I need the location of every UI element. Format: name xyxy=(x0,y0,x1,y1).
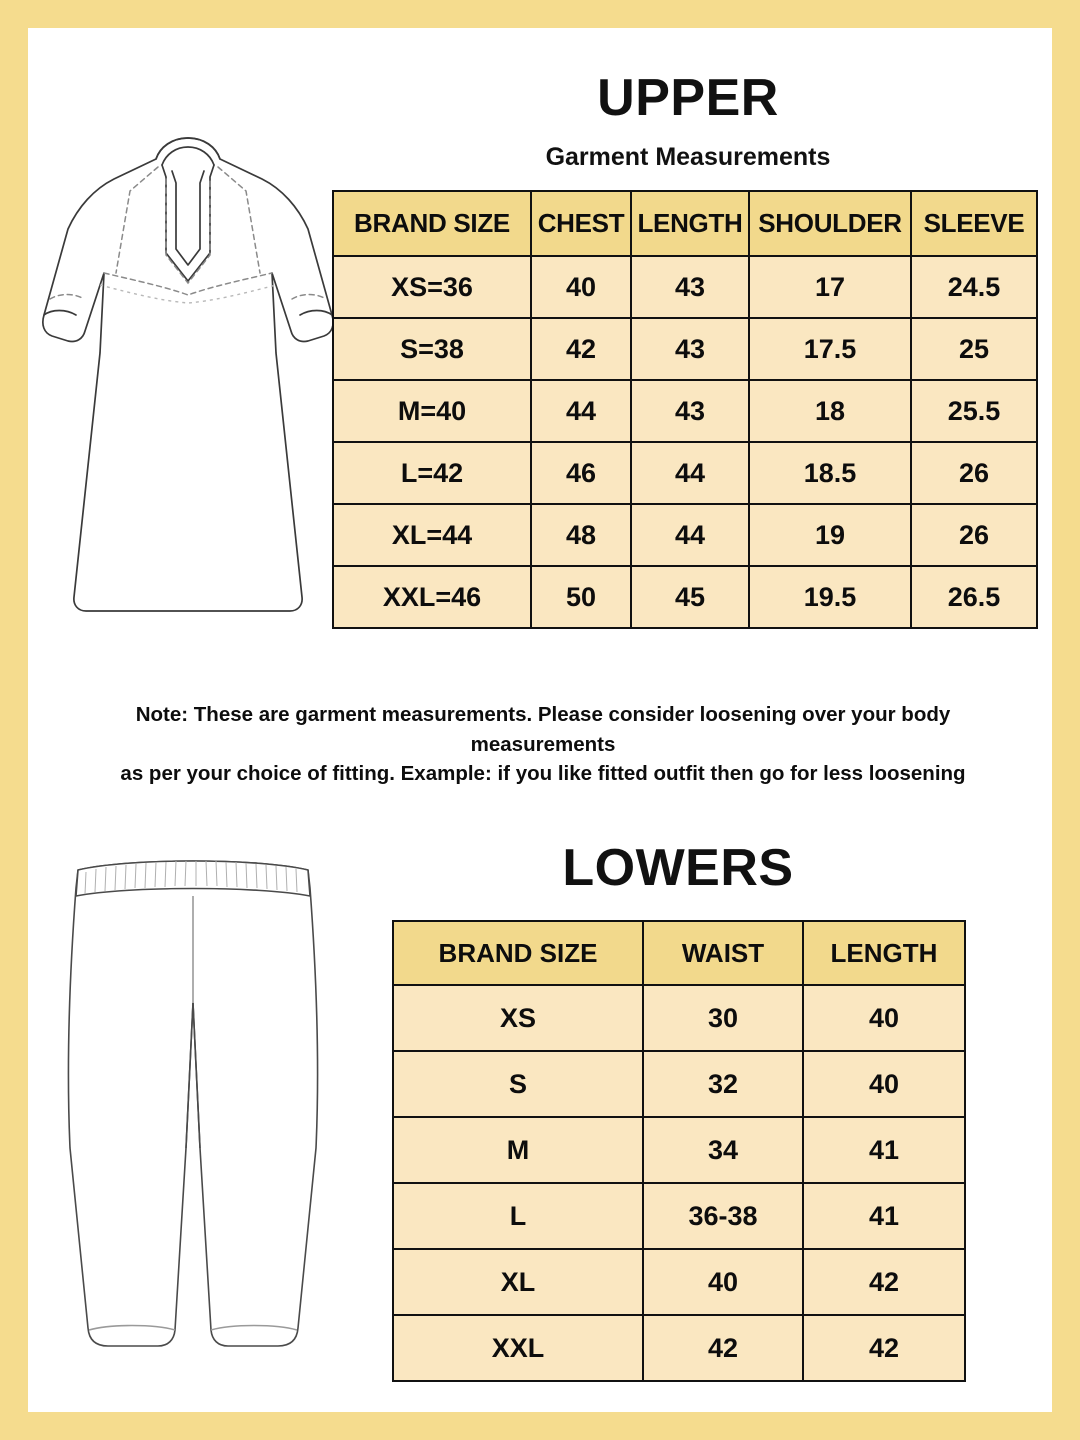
table-row: S=38 42 43 17.5 25 xyxy=(332,317,1038,381)
cell-length: 44 xyxy=(630,441,750,505)
cell-waist: 42 xyxy=(642,1314,804,1382)
kurta-illustration xyxy=(42,137,334,612)
table-row: S 32 40 xyxy=(392,1050,966,1118)
cell-length: 40 xyxy=(802,984,966,1052)
cell-brand-size: S xyxy=(392,1050,644,1118)
cell-brand-size: M=40 xyxy=(332,379,532,443)
upper-section-subtitle: Garment Measurements xyxy=(545,143,831,171)
table-row: XS 30 40 xyxy=(392,984,966,1052)
cell-waist: 34 xyxy=(642,1116,804,1184)
table-row: L=42 46 44 18.5 26 xyxy=(332,441,1038,505)
note-line-1: Note: These are garment measurements. Pl… xyxy=(135,703,951,756)
table-row: M 34 41 xyxy=(392,1116,966,1184)
cell-brand-size: L=42 xyxy=(332,441,532,505)
table-row: XL=44 48 44 19 26 xyxy=(332,503,1038,567)
cell-length: 41 xyxy=(802,1182,966,1250)
cell-length: 43 xyxy=(630,317,750,381)
cell-shoulder: 18.5 xyxy=(748,441,912,505)
table-row: XS=36 40 43 17 24.5 xyxy=(332,255,1038,319)
upper-measurement-table: BRAND SIZE CHEST LENGTH SHOULDER SLEEVE … xyxy=(332,190,1038,629)
cell-length: 43 xyxy=(630,379,750,443)
upper-section-title: UPPER xyxy=(597,69,779,127)
cell-brand-size: XS xyxy=(392,984,644,1052)
cell-brand-size: S=38 xyxy=(332,317,532,381)
column-header-brand-size: BRAND SIZE xyxy=(392,920,644,986)
column-header-sleeve: SLEEVE xyxy=(910,190,1038,257)
cell-shoulder: 17 xyxy=(748,255,912,319)
size-chart-page: UPPER Garment Measurements xyxy=(28,28,1052,1412)
cell-shoulder: 18 xyxy=(748,379,912,443)
cell-brand-size: M xyxy=(392,1116,644,1184)
cell-chest: 42 xyxy=(530,317,632,381)
cell-sleeve: 24.5 xyxy=(910,255,1038,319)
cell-length: 40 xyxy=(802,1050,966,1118)
cell-length: 42 xyxy=(802,1248,966,1316)
table-row: M=40 44 43 18 25.5 xyxy=(332,379,1038,443)
cell-brand-size: XS=36 xyxy=(332,255,532,319)
cell-chest: 46 xyxy=(530,441,632,505)
cell-length: 42 xyxy=(802,1314,966,1382)
measurement-note: Note: These are garment measurements. Pl… xyxy=(68,700,1018,789)
table-row: XXL=46 50 45 19.5 26.5 xyxy=(332,565,1038,629)
table-header-row: BRAND SIZE CHEST LENGTH SHOULDER SLEEVE xyxy=(332,190,1038,257)
cell-brand-size: XL=44 xyxy=(332,503,532,567)
table-header-row: BRAND SIZE WAIST LENGTH xyxy=(392,920,966,986)
cell-shoulder: 17.5 xyxy=(748,317,912,381)
cell-brand-size: XL xyxy=(392,1248,644,1316)
cell-brand-size: XXL=46 xyxy=(332,565,532,629)
cell-sleeve: 26 xyxy=(910,441,1038,505)
cell-sleeve: 26.5 xyxy=(910,565,1038,629)
cell-sleeve: 26 xyxy=(910,503,1038,567)
column-header-length: LENGTH xyxy=(802,920,966,986)
lowers-measurement-table: BRAND SIZE WAIST LENGTH XS 30 40 S 32 40… xyxy=(392,920,966,1382)
lowers-section-title: LOWERS xyxy=(562,839,794,897)
cell-waist: 36-38 xyxy=(642,1182,804,1250)
cell-chest: 50 xyxy=(530,565,632,629)
column-header-length: LENGTH xyxy=(630,190,750,257)
column-header-brand-size: BRAND SIZE xyxy=(332,190,532,257)
table-row: XL 40 42 xyxy=(392,1248,966,1316)
cell-brand-size: L xyxy=(392,1182,644,1250)
column-header-shoulder: SHOULDER xyxy=(748,190,912,257)
pyjama-illustration xyxy=(67,860,319,1347)
cell-waist: 30 xyxy=(642,984,804,1052)
cell-waist: 40 xyxy=(642,1248,804,1316)
column-header-chest: CHEST xyxy=(530,190,632,257)
cell-length: 41 xyxy=(802,1116,966,1184)
table-row: XXL 42 42 xyxy=(392,1314,966,1382)
note-line-2: as per your choice of fitting. Example: … xyxy=(120,762,966,786)
cell-shoulder: 19 xyxy=(748,503,912,567)
cell-length: 43 xyxy=(630,255,750,319)
cell-brand-size: XXL xyxy=(392,1314,644,1382)
cell-chest: 44 xyxy=(530,379,632,443)
cell-chest: 40 xyxy=(530,255,632,319)
cell-shoulder: 19.5 xyxy=(748,565,912,629)
cell-length: 44 xyxy=(630,503,750,567)
table-row: L 36-38 41 xyxy=(392,1182,966,1250)
cell-waist: 32 xyxy=(642,1050,804,1118)
column-header-waist: WAIST xyxy=(642,920,804,986)
cell-chest: 48 xyxy=(530,503,632,567)
cell-length: 45 xyxy=(630,565,750,629)
cell-sleeve: 25 xyxy=(910,317,1038,381)
cell-sleeve: 25.5 xyxy=(910,379,1038,443)
